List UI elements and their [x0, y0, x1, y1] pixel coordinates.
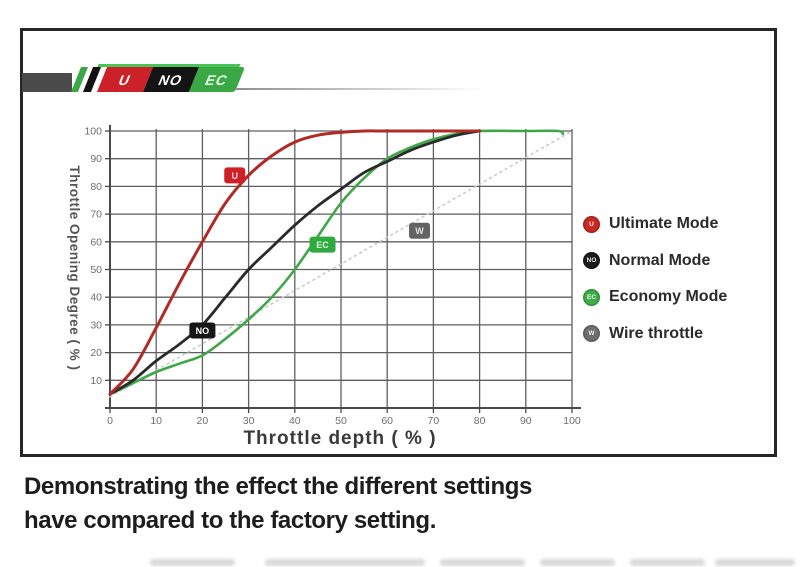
svg-text:40: 40 — [90, 292, 102, 304]
chart-legend: U Ultimate Mode NO Normal Mode EC Econom… — [583, 206, 727, 352]
svg-text:50: 50 — [90, 264, 102, 276]
y-axis-label: Throttle Opening Degree ( % ) — [67, 165, 82, 371]
normal-mode-icon: NO — [583, 252, 600, 270]
caption-line-1: Demonstrating the effect the different s… — [24, 473, 532, 500]
cropped-fragment — [150, 559, 235, 566]
cropped-fragment — [440, 559, 525, 566]
legend-item-wire: W Wire throttle — [583, 316, 727, 353]
logo-bar — [22, 73, 72, 92]
svg-text:100: 100 — [84, 126, 102, 138]
figure-caption: Demonstrating the effect the different s… — [24, 470, 532, 538]
cropped-fragment — [540, 559, 615, 566]
cropped-fragment — [265, 559, 425, 566]
svg-text:30: 30 — [243, 415, 255, 427]
ultimate-mode-icon: U — [583, 215, 600, 233]
legend-label: Ultimate Mode — [609, 215, 719, 233]
x-axis-label: Throttle depth ( % ) — [243, 428, 437, 449]
svg-text:60: 60 — [381, 415, 393, 427]
svg-text:EC: EC — [316, 240, 329, 250]
svg-text:70: 70 — [428, 415, 440, 427]
svg-text:80: 80 — [90, 181, 102, 193]
logo-fade-line — [235, 88, 485, 90]
legend-item-economy: EC Economy Mode — [583, 279, 727, 316]
caption-line-2: have compared to the factory setting. — [24, 507, 436, 534]
chart-panel — [20, 28, 777, 457]
legend-label: Wire throttle — [609, 324, 704, 342]
legend-item-ultimate: U Ultimate Mode — [583, 206, 727, 243]
legend-item-normal: NO Normal Mode — [583, 243, 727, 280]
svg-text:80: 80 — [474, 415, 486, 427]
svg-text:20: 20 — [90, 347, 102, 359]
svg-text:70: 70 — [90, 209, 102, 221]
svg-text:0: 0 — [107, 415, 113, 427]
svg-text:100: 100 — [563, 415, 581, 427]
svg-text:10: 10 — [90, 375, 102, 387]
svg-text:90: 90 — [520, 415, 532, 427]
legend-label: Economy Mode — [609, 288, 728, 306]
svg-text:50: 50 — [335, 415, 347, 427]
svg-text:90: 90 — [90, 153, 102, 165]
wire-throttle-icon: W — [583, 325, 600, 343]
svg-text:30: 30 — [90, 319, 102, 331]
cropped-fragment — [630, 559, 705, 566]
legend-label: Normal Mode — [609, 251, 711, 269]
svg-text:W: W — [415, 226, 424, 236]
cropped-fragment — [715, 559, 795, 566]
uno-ec-logo: U NO EC — [0, 0, 800, 110]
economy-mode-icon: EC — [583, 288, 600, 306]
svg-text:40: 40 — [289, 415, 301, 427]
svg-text:10: 10 — [150, 415, 162, 427]
svg-text:20: 20 — [197, 415, 209, 427]
svg-text:60: 60 — [90, 236, 102, 248]
svg-text:U: U — [231, 171, 238, 181]
svg-text:NO: NO — [196, 326, 210, 336]
